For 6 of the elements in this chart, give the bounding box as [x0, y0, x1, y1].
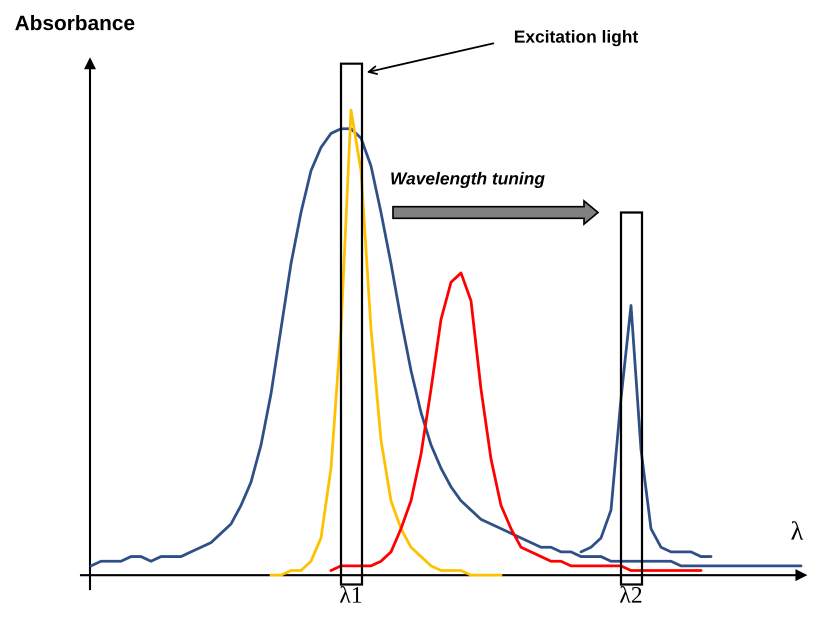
x-axis-title: λ	[791, 521, 804, 540]
text: Excitation light	[514, 30, 638, 46]
annotation: Wavelength tuning	[391, 172, 545, 188]
x-tick-label: λ1	[340, 586, 362, 603]
x-tick-label: λ2	[620, 586, 642, 603]
y-axis-title: Absorbance	[15, 14, 134, 30]
